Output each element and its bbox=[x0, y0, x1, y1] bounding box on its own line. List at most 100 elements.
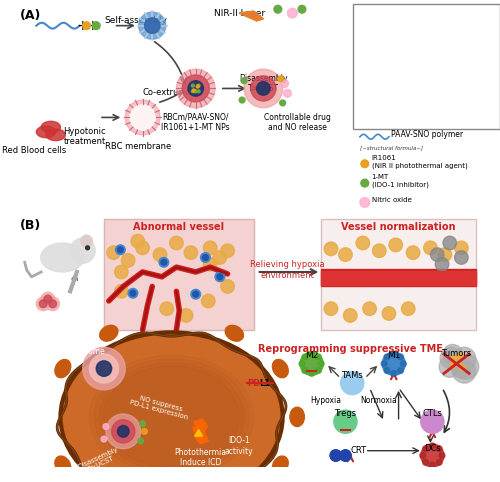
Ellipse shape bbox=[46, 129, 66, 141]
Circle shape bbox=[284, 90, 292, 97]
Circle shape bbox=[449, 356, 464, 372]
Circle shape bbox=[382, 307, 396, 320]
Circle shape bbox=[39, 300, 47, 308]
Text: Reprogramming suppressive TME: Reprogramming suppressive TME bbox=[258, 345, 442, 354]
Circle shape bbox=[421, 410, 444, 433]
Circle shape bbox=[202, 294, 215, 308]
Ellipse shape bbox=[55, 456, 70, 474]
Text: CRT: CRT bbox=[350, 446, 366, 455]
Circle shape bbox=[430, 443, 436, 449]
Ellipse shape bbox=[90, 355, 254, 479]
Circle shape bbox=[191, 289, 200, 299]
Text: Tumors: Tumors bbox=[442, 349, 472, 358]
Circle shape bbox=[274, 5, 281, 13]
Text: IDO-1
activity: IDO-1 activity bbox=[225, 436, 254, 455]
Bar bbox=[322, 269, 476, 286]
Circle shape bbox=[460, 365, 465, 371]
Circle shape bbox=[344, 308, 357, 322]
Circle shape bbox=[340, 372, 364, 395]
Circle shape bbox=[356, 236, 370, 250]
Circle shape bbox=[438, 248, 452, 261]
Circle shape bbox=[422, 446, 428, 452]
Circle shape bbox=[400, 361, 406, 367]
Circle shape bbox=[340, 450, 351, 461]
Circle shape bbox=[153, 248, 166, 261]
Text: PAAV-SNO polymer: PAAV-SNO polymer bbox=[391, 130, 463, 139]
Circle shape bbox=[92, 22, 100, 29]
Circle shape bbox=[107, 246, 120, 259]
Circle shape bbox=[436, 257, 449, 271]
Circle shape bbox=[454, 251, 468, 264]
Ellipse shape bbox=[272, 456, 288, 474]
Circle shape bbox=[196, 85, 199, 88]
Text: RBCm/PAAV-SNO/
IR1061+1-MT NPs: RBCm/PAAV-SNO/ IR1061+1-MT NPs bbox=[162, 113, 230, 132]
Circle shape bbox=[217, 274, 223, 280]
Text: L1: L1 bbox=[260, 378, 271, 388]
Ellipse shape bbox=[60, 333, 282, 482]
Ellipse shape bbox=[55, 360, 70, 378]
Text: (A): (A) bbox=[20, 9, 42, 22]
Circle shape bbox=[215, 272, 224, 281]
Circle shape bbox=[299, 361, 305, 367]
Polygon shape bbox=[239, 11, 264, 21]
Circle shape bbox=[420, 453, 426, 458]
Circle shape bbox=[398, 368, 404, 374]
Circle shape bbox=[436, 446, 442, 452]
Circle shape bbox=[193, 291, 198, 297]
Circle shape bbox=[330, 450, 342, 461]
Polygon shape bbox=[193, 419, 208, 444]
Circle shape bbox=[86, 246, 89, 250]
FancyBboxPatch shape bbox=[104, 219, 254, 330]
Circle shape bbox=[138, 438, 143, 444]
Circle shape bbox=[436, 459, 442, 465]
Circle shape bbox=[241, 78, 247, 83]
Circle shape bbox=[96, 361, 112, 376]
Circle shape bbox=[106, 414, 140, 449]
Circle shape bbox=[280, 80, 288, 87]
Text: M2: M2 bbox=[305, 351, 318, 360]
Text: Endosome: Endosome bbox=[65, 348, 104, 356]
Ellipse shape bbox=[40, 243, 84, 272]
Ellipse shape bbox=[99, 362, 244, 471]
Ellipse shape bbox=[104, 366, 239, 468]
Polygon shape bbox=[239, 11, 264, 21]
Circle shape bbox=[298, 5, 306, 13]
Circle shape bbox=[443, 345, 462, 364]
Ellipse shape bbox=[272, 360, 288, 378]
Circle shape bbox=[363, 302, 376, 315]
Circle shape bbox=[391, 371, 396, 376]
Circle shape bbox=[398, 354, 404, 360]
Circle shape bbox=[338, 248, 352, 261]
Circle shape bbox=[424, 241, 437, 254]
Circle shape bbox=[430, 248, 444, 261]
Circle shape bbox=[450, 363, 456, 369]
Circle shape bbox=[116, 245, 125, 254]
Circle shape bbox=[82, 22, 90, 29]
Circle shape bbox=[316, 368, 322, 374]
Circle shape bbox=[202, 254, 208, 260]
Circle shape bbox=[384, 354, 390, 360]
Circle shape bbox=[308, 351, 314, 357]
Circle shape bbox=[46, 297, 60, 310]
Text: Nitric oxide: Nitric oxide bbox=[372, 198, 412, 203]
Circle shape bbox=[118, 426, 129, 437]
Circle shape bbox=[81, 235, 92, 247]
Circle shape bbox=[239, 97, 245, 103]
Circle shape bbox=[130, 290, 136, 296]
Text: CTLs: CTLs bbox=[422, 409, 442, 418]
Circle shape bbox=[421, 444, 444, 467]
Text: Disassembly
T>UCST: Disassembly T>UCST bbox=[76, 446, 122, 476]
Text: Normoxia: Normoxia bbox=[360, 396, 397, 404]
FancyBboxPatch shape bbox=[353, 4, 500, 129]
Circle shape bbox=[131, 234, 144, 248]
Ellipse shape bbox=[36, 126, 56, 138]
Circle shape bbox=[204, 257, 217, 271]
Circle shape bbox=[36, 297, 50, 310]
Circle shape bbox=[360, 198, 370, 207]
Circle shape bbox=[454, 354, 478, 379]
Text: NIR-II Laser: NIR-II Laser bbox=[214, 9, 265, 18]
Circle shape bbox=[406, 246, 420, 259]
Text: Vessel normalization: Vessel normalization bbox=[342, 222, 456, 232]
Circle shape bbox=[384, 368, 390, 374]
Text: IR1061
(NIR II photothermal agent): IR1061 (NIR II photothermal agent) bbox=[372, 155, 468, 169]
